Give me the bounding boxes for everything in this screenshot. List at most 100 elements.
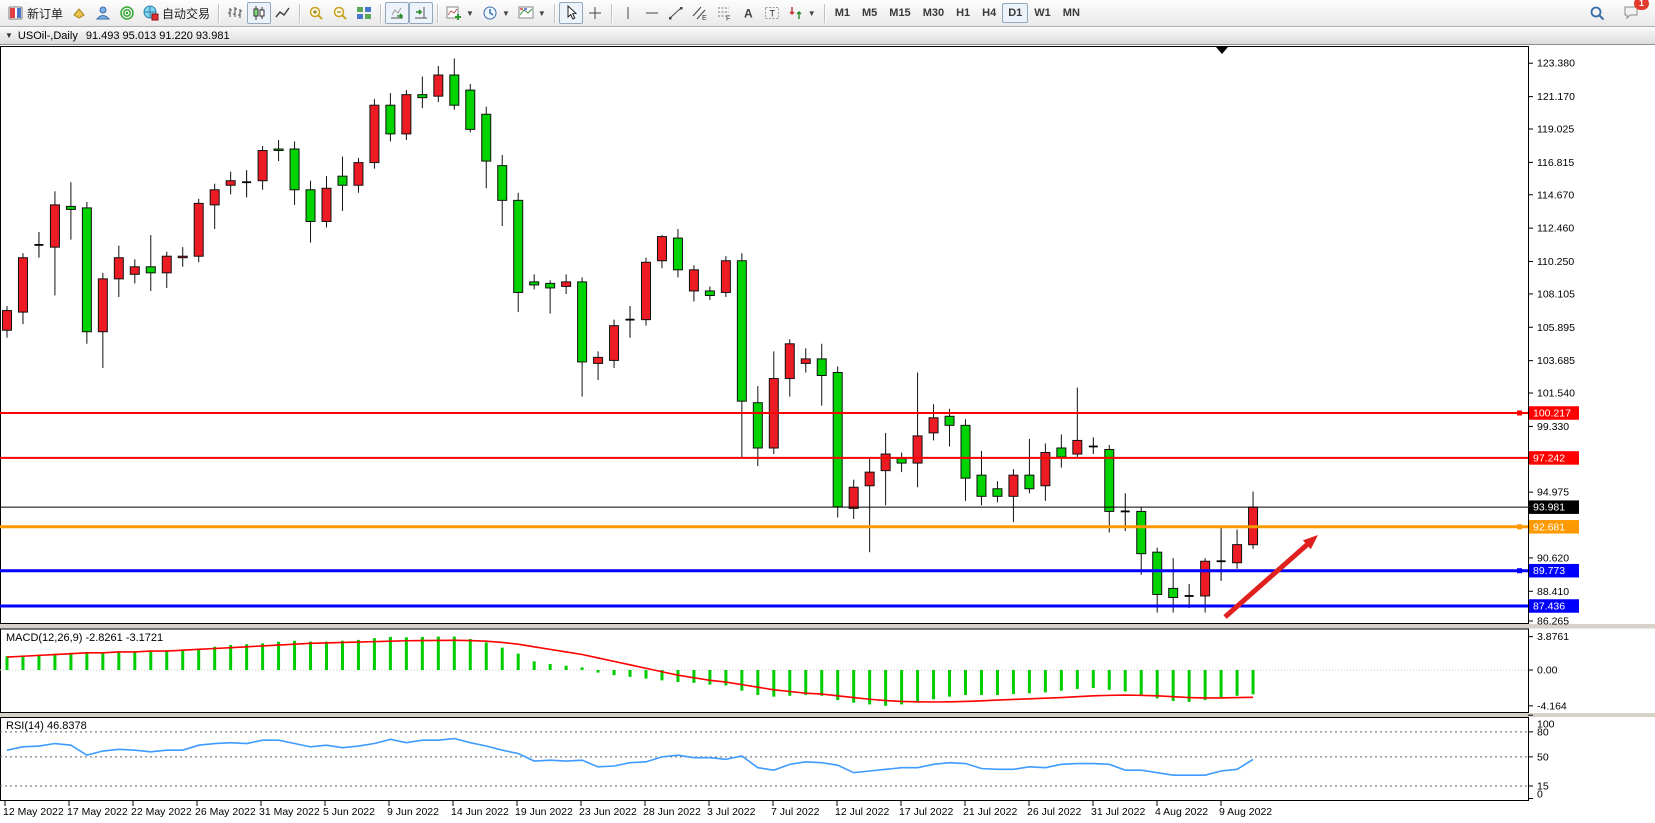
candle-body — [912, 435, 923, 464]
line-handle[interactable] — [1517, 410, 1522, 416]
bar-chart-button[interactable] — [223, 2, 247, 24]
timeframe-w1[interactable]: W1 — [1028, 3, 1057, 23]
candle-body — [1152, 551, 1163, 595]
notifications-button[interactable]: 1 — [1619, 0, 1649, 26]
line-chart-button[interactable] — [271, 2, 295, 24]
panel-separator[interactable] — [0, 713, 1655, 717]
macd-histogram-bar — [868, 670, 872, 705]
chart-collapse-icon[interactable]: ▼ — [5, 31, 13, 40]
svg-text:86.265: 86.265 — [1537, 616, 1569, 628]
tile-windows-icon — [356, 5, 372, 21]
market-watch-button[interactable] — [67, 2, 91, 24]
new-order-button[interactable]: 新订单 — [4, 2, 67, 25]
chart-shift-button[interactable] — [409, 2, 434, 24]
vertical-line-icon — [620, 5, 636, 21]
candle-body — [736, 260, 747, 402]
svg-text:26 Jul 2022: 26 Jul 2022 — [1027, 806, 1081, 818]
time-axis[interactable]: 12 May 2022 17 May 2022 22 May 2022 26 May … — [3, 801, 1272, 818]
trend-arrow-head[interactable] — [1302, 535, 1318, 550]
trend-arrow[interactable] — [1223, 537, 1316, 619]
text-button[interactable]: A — [736, 2, 760, 24]
svg-text:105.895: 105.895 — [1537, 322, 1575, 334]
equidistant-channel-button[interactable]: E — [688, 2, 712, 24]
timeframe-m1-label: M1 — [834, 7, 850, 19]
community-button[interactable] — [91, 2, 115, 24]
candle-body — [1056, 447, 1067, 458]
fibonacci-button[interactable]: F — [712, 2, 736, 24]
signals-button[interactable] — [115, 2, 139, 24]
toolbar-separator — [218, 3, 220, 23]
tile-windows-button[interactable] — [352, 2, 376, 24]
auto-trading-button[interactable]: 自动交易 — [139, 2, 214, 25]
macd-histogram-bar — [1219, 670, 1223, 699]
line-handle[interactable] — [1517, 568, 1522, 574]
arrows-icon — [788, 5, 804, 21]
svg-text:26 May 2022: 26 May 2022 — [195, 806, 256, 818]
macd-histogram-bar — [213, 646, 217, 670]
arrows-button[interactable]: ▼ — [784, 2, 820, 24]
dropdown-caret-icon: ▼ — [537, 8, 546, 18]
timeframe-m1[interactable]: M1 — [829, 3, 856, 23]
candle-body — [848, 486, 859, 509]
text-label-button[interactable]: T — [760, 2, 784, 24]
search-button[interactable] — [1585, 2, 1609, 24]
macd-histogram-bar — [740, 670, 744, 691]
svg-text:89.773: 89.773 — [1533, 565, 1565, 577]
indicators-button[interactable]: ▼ — [442, 2, 478, 24]
price-label-100.217 — [1529, 406, 1579, 420]
horizontal-line-button[interactable] — [640, 2, 664, 24]
candle-body — [928, 417, 939, 434]
zoom-in-button[interactable] — [304, 2, 328, 24]
candle-body — [273, 148, 284, 152]
macd-label: MACD(12,26,9) -2.8261 -3.1721 — [6, 632, 163, 644]
svg-text:T: T — [769, 9, 775, 19]
price-label-92.681 — [1529, 520, 1579, 534]
macd-histogram-bar — [372, 638, 376, 670]
candle-body — [688, 269, 699, 292]
macd-histogram-bar — [1251, 670, 1255, 695]
macd-histogram-bar — [356, 639, 360, 670]
line-handle[interactable] — [1517, 524, 1522, 530]
timeframe-d1[interactable]: D1 — [1002, 3, 1029, 23]
macd-histogram-bar — [452, 636, 456, 670]
chart-shift-marker[interactable] — [1216, 47, 1228, 54]
auto-scroll-button[interactable] — [385, 2, 410, 24]
toolbar-separator — [299, 3, 301, 23]
templates-button[interactable]: ▼ — [514, 2, 550, 24]
chart-canvas[interactable]: 123.380 121.170 119.025 116.815 114.670 112.4… — [0, 45, 1655, 823]
timeframe-m30[interactable]: M30 — [917, 3, 950, 23]
macd-indicator: MACD(12,26,9) -2.8261 -3.1721 3.8761 0.00 -… — [0, 631, 1569, 712]
candle-body — [816, 358, 827, 377]
candle-body — [385, 104, 396, 135]
svg-text:103.685: 103.685 — [1537, 355, 1575, 367]
svg-text:93.981: 93.981 — [1533, 502, 1565, 514]
panel-separator[interactable] — [0, 624, 1655, 629]
candle-body — [305, 189, 316, 222]
timeframe-m15[interactable]: M15 — [883, 3, 916, 23]
svg-text:7 Jul 2022: 7 Jul 2022 — [771, 806, 820, 818]
timeframe-mn[interactable]: MN — [1057, 3, 1086, 23]
candle-body — [65, 205, 76, 210]
vertical-line-button[interactable] — [616, 2, 640, 24]
svg-text:28 Jun 2022: 28 Jun 2022 — [643, 806, 701, 818]
crosshair-button[interactable] — [583, 2, 607, 24]
svg-text:110.250: 110.250 — [1537, 256, 1574, 268]
candlestick-chart-button[interactable] — [247, 2, 272, 24]
zoom-out-button[interactable] — [328, 2, 352, 24]
timeframe-h4[interactable]: H4 — [976, 3, 1002, 23]
candle-body — [880, 453, 891, 472]
cursor-button[interactable] — [558, 2, 583, 24]
timeframe-m5[interactable]: M5 — [856, 3, 883, 23]
bar-chart-icon — [227, 5, 243, 21]
svg-text:23 Jun 2022: 23 Jun 2022 — [579, 806, 637, 818]
macd-histogram-bar — [884, 670, 888, 706]
periods-button[interactable]: ▼ — [478, 2, 514, 24]
macd-histogram-bar — [1107, 670, 1111, 690]
macd-histogram-bar — [548, 663, 552, 670]
candle-body — [1104, 448, 1115, 512]
price-axis[interactable]: 123.380 121.170 119.025 116.815 114.670 112.4… — [1528, 58, 1579, 628]
timeframe-h1[interactable]: H1 — [950, 3, 976, 23]
signals-icon — [119, 5, 135, 21]
candlestick-series — [2, 58, 1259, 613]
trendline-button[interactable] — [664, 2, 688, 24]
